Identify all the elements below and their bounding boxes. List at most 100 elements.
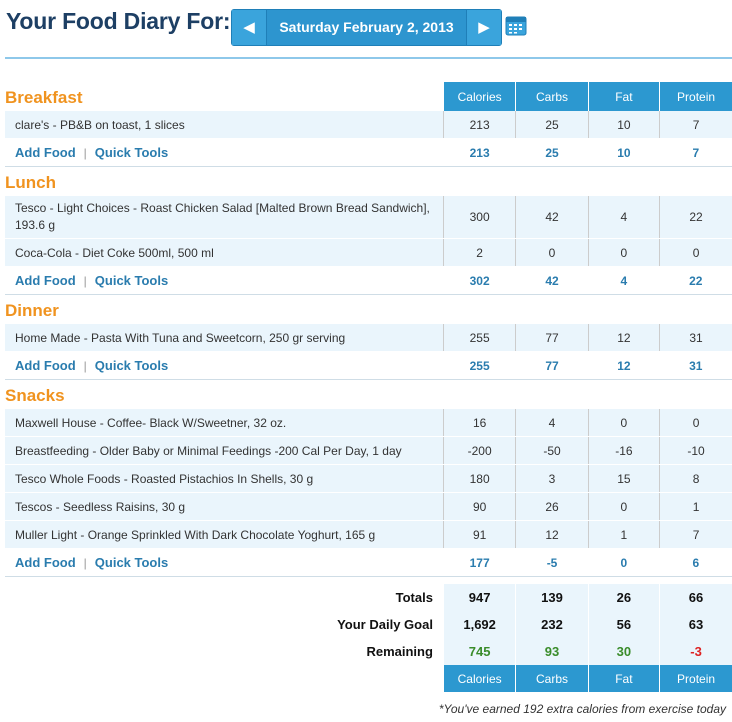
nutrient-value: 213 — [442, 111, 516, 139]
nutrient-value: 42 — [515, 196, 589, 239]
quick-tools-link[interactable]: Quick Tools — [94, 273, 169, 288]
food-entry-row[interactable]: Muller Light - Orange Sprinkled With Dar… — [5, 520, 732, 549]
calendar-icon[interactable] — [505, 14, 527, 36]
meal-total-value: 213 — [443, 138, 516, 167]
meal-total-value: -5 — [515, 548, 589, 577]
nutrient-value: 0 — [659, 238, 732, 267]
nutrient-value: 0 — [587, 492, 660, 521]
nutrient-value: 15 — [587, 464, 660, 493]
meal-total-value: 4 — [588, 266, 660, 295]
nutrient-value: -10 — [659, 436, 732, 465]
arrow-right-icon: ▶ — [478, 19, 490, 36]
food-name[interactable]: Maxwell House - Coffee- Black W/Sweetner… — [5, 409, 444, 437]
meal-total-value: 7 — [659, 138, 732, 167]
next-day-button[interactable]: ▶ — [466, 10, 501, 45]
add-food-link[interactable]: Add Food — [15, 145, 76, 160]
summary-table: Totals 947 139 26 66 Your Daily Goal 1,692 232 5… — [5, 584, 732, 692]
nutrient-value: 16 — [442, 409, 516, 437]
add-food-link[interactable]: Add Food — [15, 273, 76, 288]
food-name[interactable]: Muller Light - Orange Sprinkled With Dar… — [5, 520, 444, 549]
nutrient-value: 90 — [442, 492, 516, 521]
food-name[interactable]: Tescos - Seedless Raisins, 30 g — [5, 492, 444, 521]
summary-value: 232 — [515, 611, 589, 638]
column-header: Protein — [659, 665, 732, 692]
food-entry-row[interactable]: clare's - PB&B on toast, 1 slices 213 25 10… — [5, 111, 732, 139]
nutrient-value: 180 — [442, 464, 516, 493]
empty-cell — [516, 295, 588, 325]
meal-actions: Add Food | Quick Tools — [5, 266, 444, 295]
meal-title: Snacks — [5, 385, 65, 405]
food-entry-row[interactable]: Coca-Cola - Diet Coke 500ml, 500 ml 2 0 0 0 — [5, 238, 732, 267]
previous-day-button[interactable]: ◀ — [232, 10, 267, 45]
food-name[interactable]: Home Made - Pasta With Tuna and Sweetcor… — [5, 324, 444, 352]
remaining-row: Remaining 745 93 30 -3 — [5, 638, 732, 665]
exercise-footnote: *You've earned 192 extra calories from e… — [438, 702, 726, 716]
column-header: Protein — [659, 82, 732, 111]
food-entry-row[interactable]: Tesco - Light Choices - Roast Chicken Sa… — [5, 196, 732, 239]
add-food-link[interactable]: Add Food — [15, 358, 76, 373]
meal-total-value: 177 — [443, 548, 516, 577]
column-header: Fat — [587, 82, 660, 111]
summary-value: 63 — [659, 611, 732, 638]
summary-value: 745 — [442, 638, 516, 665]
nutrient-value: 8 — [659, 464, 732, 493]
quick-tools-link[interactable]: Quick Tools — [94, 145, 169, 160]
totals-row: Totals 947 139 26 66 — [5, 584, 732, 611]
food-entry-row[interactable]: Breastfeeding - Older Baby or Minimal Fe… — [5, 436, 732, 465]
meal-header-row: Snacks — [5, 380, 732, 410]
food-name[interactable]: Coca-Cola - Diet Coke 500ml, 500 ml — [5, 238, 444, 267]
meal-actions: Add Food | Quick Tools — [5, 351, 444, 380]
quick-tools-link[interactable]: Quick Tools — [94, 358, 169, 373]
link-separator: | — [83, 146, 87, 160]
food-entry-row[interactable]: Tesco Whole Foods - Roasted Pistachios I… — [5, 464, 732, 493]
nutrient-value: 0 — [587, 238, 660, 267]
meal-total-value: 25 — [515, 138, 589, 167]
empty-cell — [660, 295, 732, 325]
meal-total-value: 42 — [515, 266, 589, 295]
nutrient-value: 10 — [587, 111, 660, 139]
nutrient-value: 7 — [659, 111, 732, 139]
column-header: Calories — [442, 82, 516, 111]
food-entry-row[interactable]: Home Made - Pasta With Tuna and Sweetcor… — [5, 324, 732, 352]
meal-summary-row: Add Food | Quick Tools 177 -5 0 6 — [5, 548, 732, 577]
empty-cell — [443, 295, 515, 325]
empty-cell — [588, 380, 659, 410]
food-name[interactable]: Breastfeeding - Older Baby or Minimal Fe… — [5, 436, 444, 465]
meal-total-value: 302 — [443, 266, 516, 295]
empty-cell — [516, 380, 588, 410]
nutrient-value: -16 — [587, 436, 660, 465]
food-entry-row[interactable]: Tescos - Seedless Raisins, 30 g 90 26 0 1 — [5, 492, 732, 521]
empty-cell — [588, 167, 659, 197]
nutrient-value: 25 — [515, 111, 589, 139]
empty-cell — [5, 665, 443, 692]
current-date: Saturday February 2, 2013 — [279, 19, 454, 35]
link-separator: | — [83, 274, 87, 288]
meal-header-row: Lunch — [5, 167, 732, 197]
empty-cell — [443, 380, 515, 410]
nutrient-value: -200 — [442, 436, 516, 465]
empty-cell — [660, 167, 732, 197]
column-header: Calories — [442, 665, 516, 692]
meal-total-value: 10 — [588, 138, 660, 167]
summary-label: Totals — [395, 590, 433, 605]
meal-actions: Add Food | Quick Tools — [5, 548, 444, 577]
summary-label: Remaining — [366, 644, 433, 659]
food-name[interactable]: clare's - PB&B on toast, 1 slices — [5, 111, 444, 139]
meal-header-row: Dinner — [5, 295, 732, 325]
meal-total-value: 6 — [659, 548, 732, 577]
summary-value: 139 — [515, 584, 589, 611]
nutrient-value: 300 — [442, 196, 516, 239]
nutrient-value: 77 — [515, 324, 589, 352]
link-separator: | — [83, 556, 87, 570]
add-food-link[interactable]: Add Food — [15, 555, 76, 570]
meal-title: Breakfast — [5, 87, 83, 107]
nutrient-value: 91 — [442, 520, 516, 549]
column-header: Carbs — [515, 82, 589, 111]
meal-total-value: 22 — [659, 266, 732, 295]
food-name[interactable]: Tesco Whole Foods - Roasted Pistachios I… — [5, 464, 444, 493]
quick-tools-link[interactable]: Quick Tools — [94, 555, 169, 570]
food-entry-row[interactable]: Maxwell House - Coffee- Black W/Sweetner… — [5, 409, 732, 437]
food-name[interactable]: Tesco - Light Choices - Roast Chicken Sa… — [5, 196, 444, 239]
meal-actions: Add Food | Quick Tools — [5, 138, 444, 167]
diary-header: Your Food Diary For: ◀ Saturday February… — [6, 0, 732, 58]
